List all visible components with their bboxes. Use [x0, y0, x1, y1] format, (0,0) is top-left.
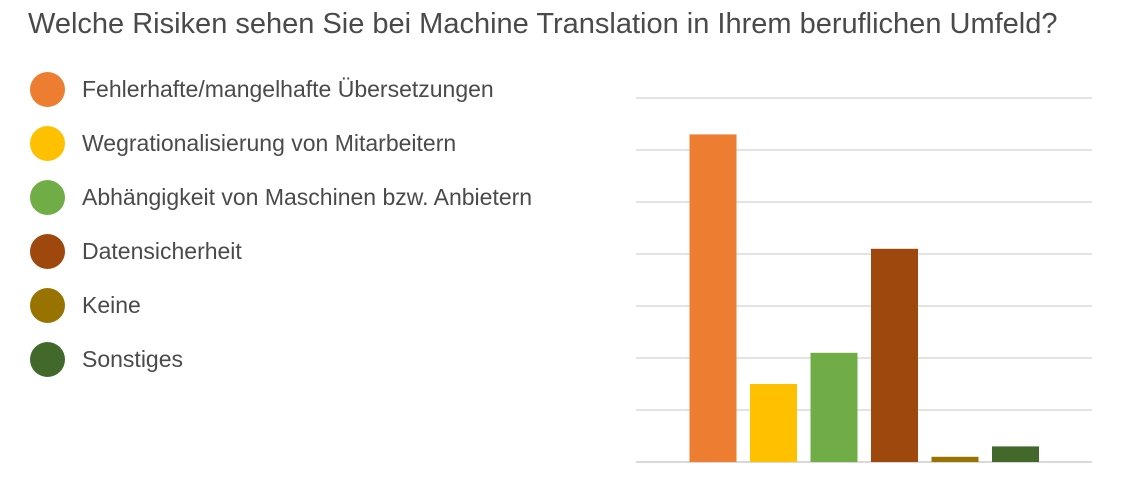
- legend-swatch: [30, 342, 65, 377]
- chart-title: Welche Risiken sehen Sie bei Machine Tra…: [28, 8, 1058, 40]
- legend-label: Wegrationalisierung von Mitarbeitern: [82, 130, 457, 156]
- bar: [871, 248, 918, 462]
- bar: [931, 456, 979, 462]
- legend-label: Abhängigkeit von Maschinen bzw. Anbieter…: [82, 184, 533, 210]
- legend-label: Datensicherheit: [82, 238, 242, 264]
- legend-label: Fehlerhafte/mangelhafte Übersetzungen: [82, 76, 494, 102]
- bar: [810, 352, 858, 462]
- legend-swatch: [30, 234, 65, 269]
- legend-label: Sonstiges: [82, 346, 184, 372]
- legend-label: Keine: [82, 292, 141, 318]
- bars: [689, 134, 1039, 462]
- bar: [750, 384, 797, 462]
- bar: [689, 134, 737, 462]
- legend-swatch: [30, 72, 65, 107]
- legend-swatch: [30, 126, 65, 161]
- bar: [992, 446, 1039, 462]
- legend-swatch: [30, 288, 65, 323]
- legend-swatch: [30, 180, 65, 215]
